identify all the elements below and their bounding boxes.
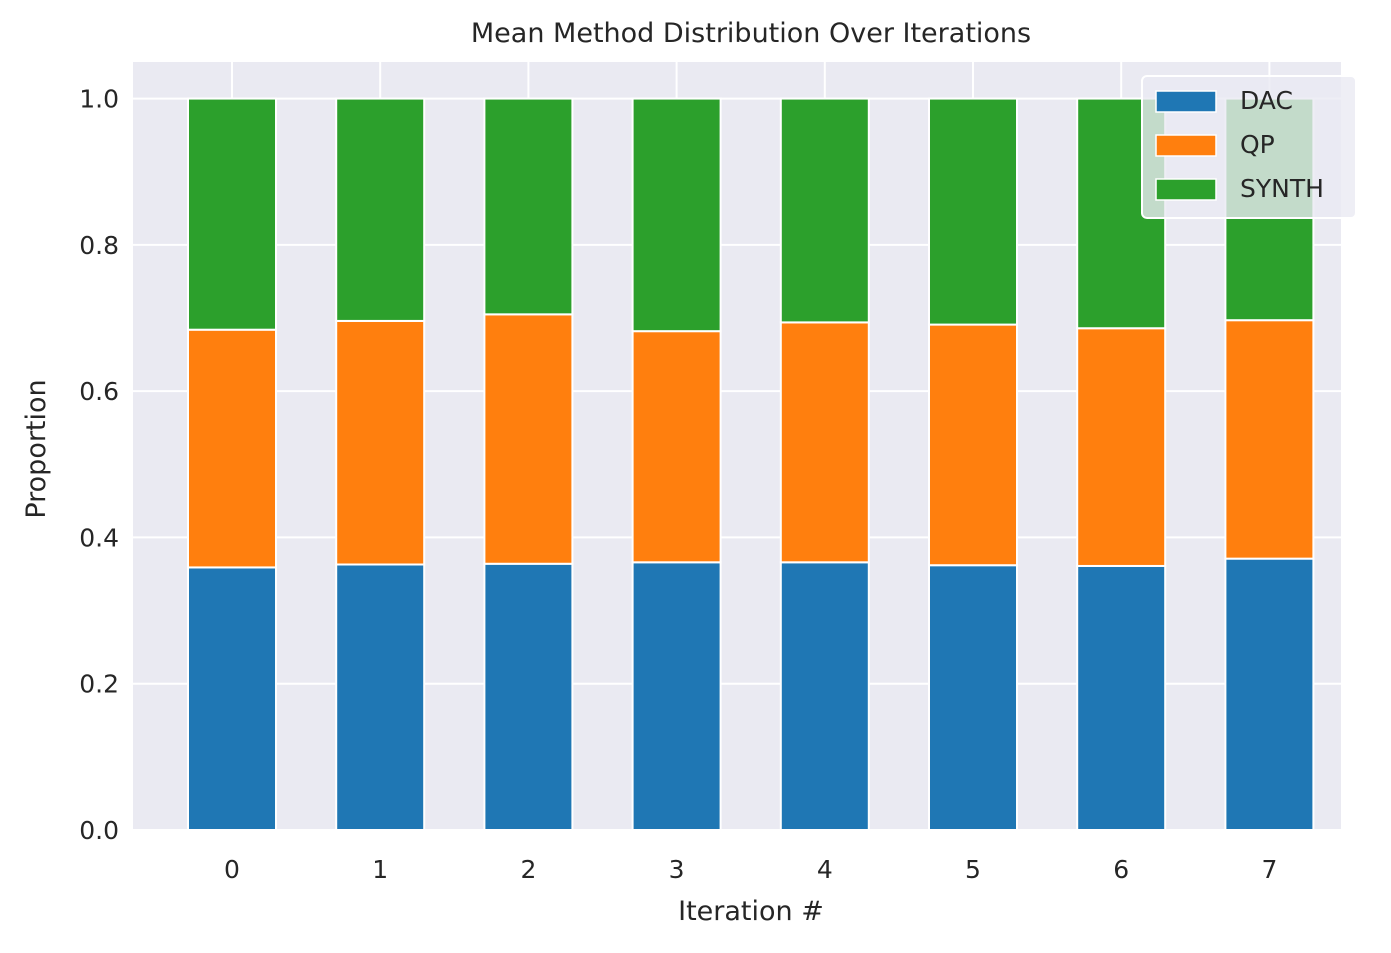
bar-synth-2 bbox=[483, 97, 574, 316]
chart-title: Mean Method Distribution Over Iterations bbox=[471, 18, 1031, 49]
bar-dac-3 bbox=[631, 561, 722, 831]
x-axis-label: Iteration # bbox=[678, 896, 824, 927]
bar-qp-0 bbox=[187, 328, 277, 569]
y-tick-label: 0.8 bbox=[79, 231, 119, 260]
bar-qp-5 bbox=[928, 323, 1018, 567]
legend-label-dac: DAC bbox=[1240, 86, 1293, 115]
bar-dac-5 bbox=[928, 564, 1018, 831]
bar-qp-1 bbox=[335, 319, 426, 566]
x-tick-label: 3 bbox=[669, 855, 685, 884]
bar-qp-7 bbox=[1224, 319, 1315, 560]
bar-synth-1 bbox=[335, 97, 426, 322]
bar-dac-6 bbox=[1076, 564, 1167, 831]
bar-synth-5 bbox=[928, 97, 1018, 326]
y-tick-label: 1.0 bbox=[79, 85, 119, 114]
legend-swatch-dac bbox=[1155, 90, 1217, 113]
legend-label-qp: QP bbox=[1240, 130, 1275, 159]
bar-qp-2 bbox=[483, 313, 574, 565]
x-tick-label: 1 bbox=[372, 855, 388, 884]
x-tick-label: 6 bbox=[1113, 855, 1129, 884]
legend-swatch-qp bbox=[1155, 134, 1217, 157]
legend-swatch-synth bbox=[1155, 178, 1217, 201]
bar-synth-3 bbox=[631, 97, 722, 333]
legend-label-synth: SYNTH bbox=[1240, 174, 1324, 203]
bar-synth-4 bbox=[779, 97, 870, 324]
bar-dac-4 bbox=[779, 561, 870, 831]
y-tick-label: 0.0 bbox=[79, 816, 119, 845]
y-tick-label: 0.2 bbox=[79, 670, 119, 699]
x-tick-label: 0 bbox=[224, 855, 240, 884]
bar-dac-2 bbox=[483, 562, 574, 831]
tick-labels: 0.0 0.2 0.4 0.6 0.8 1.0 0 1 2 3 4 5 6 7 bbox=[79, 85, 1277, 884]
x-tick-label: 5 bbox=[965, 855, 981, 884]
x-tick-label: 2 bbox=[520, 855, 536, 884]
bar-qp-6 bbox=[1076, 327, 1167, 567]
bar-dac-0 bbox=[187, 566, 277, 831]
bar-dac-1 bbox=[335, 563, 426, 832]
y-axis-label: Proportion bbox=[21, 379, 52, 518]
bar-qp-3 bbox=[631, 330, 722, 564]
x-tick-label: 7 bbox=[1261, 855, 1277, 884]
y-tick-label: 0.6 bbox=[79, 377, 119, 406]
bar-synth-0 bbox=[187, 97, 277, 331]
y-tick-label: 0.4 bbox=[79, 523, 119, 552]
bar-dac-7 bbox=[1224, 557, 1315, 831]
bar-qp-4 bbox=[779, 321, 870, 564]
x-tick-label: 4 bbox=[817, 855, 833, 884]
legend: DAC QP SYNTH bbox=[1141, 75, 1357, 219]
